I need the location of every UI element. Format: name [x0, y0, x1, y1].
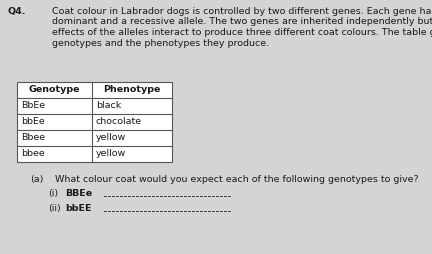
- Text: Phenotype: Phenotype: [103, 86, 161, 94]
- Text: bbEe: bbEe: [21, 118, 45, 126]
- Text: Genotype: Genotype: [29, 86, 80, 94]
- Text: Coat colour in Labrador dogs is controlled by two different genes. Each gene has: Coat colour in Labrador dogs is controll…: [52, 7, 432, 16]
- Text: genotypes and the phenotypes they produce.: genotypes and the phenotypes they produc…: [52, 39, 269, 47]
- Text: chocolate: chocolate: [96, 118, 142, 126]
- Text: yellow: yellow: [96, 150, 126, 158]
- Text: BbEe: BbEe: [21, 102, 45, 110]
- Text: yellow: yellow: [96, 134, 126, 142]
- Text: Q4.: Q4.: [8, 7, 26, 16]
- Text: (ii): (ii): [48, 204, 61, 213]
- Text: bbee: bbee: [21, 150, 45, 158]
- Text: effects of the alleles interact to produce three different coat colours. The tab: effects of the alleles interact to produ…: [52, 28, 432, 37]
- Text: Bbee: Bbee: [21, 134, 45, 142]
- Text: bbEE: bbEE: [65, 204, 92, 213]
- Text: BBEe: BBEe: [65, 189, 92, 198]
- Text: What colour coat would you expect each of the following genotypes to give?: What colour coat would you expect each o…: [55, 175, 419, 184]
- Text: (i): (i): [48, 189, 58, 198]
- Bar: [17, 82, 172, 162]
- Text: black: black: [96, 102, 121, 110]
- Text: (a): (a): [30, 175, 43, 184]
- Text: dominant and a recessive allele. The two genes are inherited independently but t: dominant and a recessive allele. The two…: [52, 18, 432, 26]
